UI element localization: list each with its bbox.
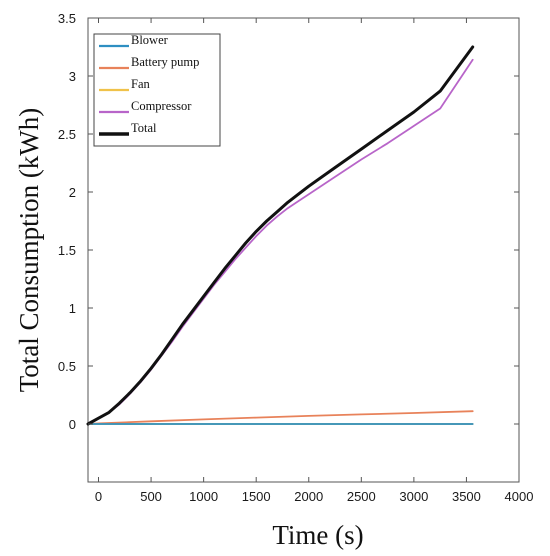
y-axis-label: Total Consumption (kWh) bbox=[14, 108, 44, 393]
x-tick-label: 2500 bbox=[347, 489, 376, 504]
series-layer bbox=[86, 45, 475, 426]
legend: Blower Battery pump Fan Compressor Total bbox=[93, 33, 221, 147]
legend-label: Battery pump bbox=[131, 55, 199, 69]
y-tick-label: 0 bbox=[69, 417, 76, 432]
y-tick-label: 3.5 bbox=[58, 11, 76, 26]
x-tick-label: 500 bbox=[140, 489, 162, 504]
legend-label: Blower bbox=[131, 33, 169, 47]
y-tick-label: 3 bbox=[69, 69, 76, 84]
x-tick-label: 3500 bbox=[452, 489, 481, 504]
x-axis-label: Time (s) bbox=[272, 520, 363, 550]
legend-label: Total bbox=[131, 121, 157, 135]
y-tick-label: 2.5 bbox=[58, 127, 76, 142]
legend-label: Fan bbox=[131, 77, 151, 91]
y-tick-label: 2 bbox=[69, 185, 76, 200]
legend-label: Compressor bbox=[131, 99, 192, 113]
series-line-battery-pump bbox=[87, 410, 474, 425]
x-tick-label: 1000 bbox=[189, 489, 218, 504]
series-line-total bbox=[86, 45, 475, 426]
y-tick-label: 0.5 bbox=[58, 359, 76, 374]
y-tick-label: 1.5 bbox=[58, 243, 76, 258]
x-tick-label: 0 bbox=[95, 489, 102, 504]
x-tick-label: 4000 bbox=[505, 489, 534, 504]
y-tick-label: 1 bbox=[69, 301, 76, 316]
x-tick-label: 3000 bbox=[399, 489, 428, 504]
tick-layer: 0 500 1000 1500 2000 2500 3000 3500 4000 0 0.5 1 1.5… bbox=[58, 11, 534, 504]
x-tick-label: 2000 bbox=[294, 489, 323, 504]
x-tick-label: 1500 bbox=[242, 489, 271, 504]
